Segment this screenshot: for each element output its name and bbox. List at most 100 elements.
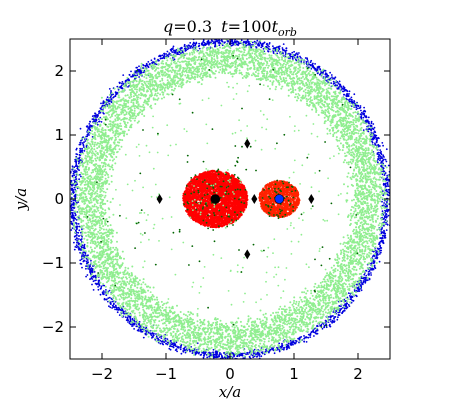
outer-edge-particle <box>103 284 106 287</box>
outer-edge-particle <box>159 342 162 345</box>
outer-edge-particle <box>116 311 119 314</box>
disk-particle <box>294 56 297 59</box>
disk-particle <box>267 85 269 88</box>
outer-edge-particle <box>230 44 233 47</box>
disk-particle <box>352 172 355 175</box>
disk-particle <box>137 96 140 99</box>
outer-edge-particle <box>360 115 363 118</box>
disk-particle <box>123 132 126 135</box>
outer-edge-particle <box>387 185 390 188</box>
disk-particle <box>242 348 245 351</box>
outer-edge-particle <box>86 135 89 138</box>
outer-edge-particle <box>285 49 288 52</box>
disk-particle <box>359 216 362 219</box>
outer-edge-particle <box>368 278 371 281</box>
outer-edge-particle <box>119 81 121 84</box>
outer-edge-particle <box>100 121 103 123</box>
outer-edge-particle <box>108 289 111 292</box>
outer-edge-particle <box>383 174 386 177</box>
disk-particle <box>349 301 352 304</box>
disk-particle <box>92 190 95 192</box>
disk-particle <box>118 148 121 151</box>
disk-particle <box>167 67 169 70</box>
outer-edge-particle <box>333 77 336 80</box>
outer-edge-particle <box>90 259 92 262</box>
outer-edge-particle <box>140 70 143 73</box>
outer-edge-particle <box>304 336 307 339</box>
outer-edge-particle <box>78 238 80 240</box>
disk-particle <box>258 328 261 331</box>
disk-particle <box>225 322 228 325</box>
outer-edge-particle <box>355 294 357 297</box>
outer-edge-particle <box>269 348 272 351</box>
outer-edge-particle <box>365 269 367 272</box>
disk-particle <box>334 80 337 83</box>
disk-particle <box>367 212 370 215</box>
outer-edge-particle <box>99 293 102 296</box>
outer-edge-particle <box>214 354 217 356</box>
disk-particle <box>124 266 127 269</box>
outer-edge-particle <box>278 342 281 345</box>
disk-particle <box>129 278 132 281</box>
disk-particle <box>321 280 324 283</box>
disk-particle <box>343 159 346 162</box>
outer-edge-particle <box>158 54 161 57</box>
outer-edge-particle <box>309 336 312 338</box>
outer-edge-particle <box>130 70 132 73</box>
outer-edge-particle <box>197 352 200 355</box>
disk-particle <box>262 75 264 78</box>
outer-edge-particle <box>79 147 81 150</box>
outer-edge-particle <box>384 186 387 188</box>
outer-edge-particle <box>296 53 299 56</box>
disk-particle <box>355 102 358 105</box>
outer-edge-particle <box>370 129 373 132</box>
disk-particle <box>197 58 200 61</box>
disk-particle <box>147 335 150 338</box>
outer-edge-particle <box>166 50 169 53</box>
outer-edge-particle <box>338 83 341 86</box>
outer-edge-particle <box>365 274 368 277</box>
outer-edge-particle <box>73 174 76 177</box>
outer-edge-particle <box>368 128 371 131</box>
outer-edge-particle <box>333 318 335 320</box>
outer-edge-particle <box>379 237 382 239</box>
outer-edge-particle <box>316 332 319 335</box>
disk-particle <box>151 81 154 83</box>
outer-edge-particle <box>75 223 78 225</box>
disk-particle <box>120 90 123 93</box>
outer-edge-particle <box>144 64 147 67</box>
outer-edge-particle <box>95 282 97 285</box>
outer-edge-particle <box>78 229 81 232</box>
outer-edge-particle <box>74 160 77 163</box>
disk-particle <box>88 210 91 213</box>
disk-particle <box>178 49 181 52</box>
disk-particle <box>156 92 159 95</box>
disk-particle <box>127 300 130 303</box>
disk-particle <box>111 235 114 238</box>
outer-edge-particle <box>83 150 86 152</box>
outer-edge-particle <box>67 214 69 216</box>
outer-edge-particle <box>278 350 281 353</box>
outer-edge-particle <box>307 60 309 62</box>
outer-edge-particle <box>165 340 167 342</box>
outer-edge-particle <box>84 140 87 142</box>
outer-edge-particle <box>91 278 94 280</box>
outer-edge-particle <box>282 348 285 351</box>
disk-particle <box>171 88 173 91</box>
outer-edge-particle <box>112 303 115 306</box>
outer-edge-particle <box>92 280 95 283</box>
outer-edge-particle <box>370 272 372 274</box>
disk-particle <box>294 303 297 305</box>
outer-edge-particle <box>168 53 170 56</box>
outer-edge-particle <box>85 265 87 267</box>
outer-edge-particle <box>342 90 344 93</box>
disk-particle <box>224 59 227 61</box>
outer-edge-particle <box>374 142 376 145</box>
disk-particle <box>303 291 306 294</box>
outer-edge-particle <box>189 42 192 44</box>
disk-particle <box>301 58 304 61</box>
disk-particle <box>365 191 368 194</box>
disk-particle <box>109 201 112 204</box>
disk-particle <box>367 175 370 178</box>
outer-edge-particle <box>315 70 318 72</box>
